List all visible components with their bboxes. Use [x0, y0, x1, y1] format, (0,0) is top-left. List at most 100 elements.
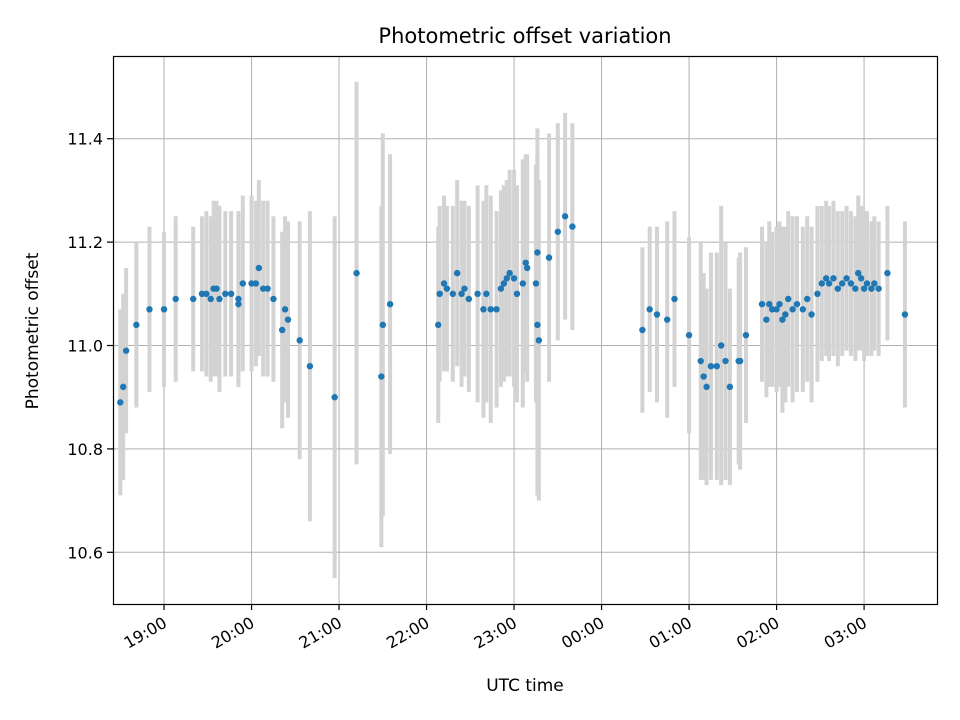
data-point	[545, 254, 553, 261]
data-point	[264, 285, 271, 292]
plot-frame	[112, 55, 939, 606]
data-point	[117, 399, 124, 406]
data-point	[281, 306, 289, 313]
data-point	[513, 290, 521, 298]
y-axis-ticks: 10.6 10.8 11.0 11.2 11.4	[67, 130, 113, 562]
data-point	[532, 280, 540, 287]
data-point	[120, 383, 127, 391]
data-point	[700, 373, 707, 380]
x-axis-label: UTC time	[486, 676, 564, 696]
data-point	[534, 249, 541, 256]
data-point	[863, 280, 871, 287]
data-point	[789, 306, 796, 313]
data-point	[278, 326, 286, 334]
data-point	[769, 306, 776, 313]
data-point	[839, 280, 846, 287]
data-point	[646, 306, 653, 313]
data-point	[901, 311, 909, 318]
data-point	[561, 213, 569, 220]
data-point	[868, 285, 875, 292]
data-point	[522, 259, 529, 266]
data-point	[742, 331, 750, 339]
data-point	[260, 285, 267, 292]
y-tick-label: 11.0	[67, 337, 103, 356]
data-point	[776, 300, 783, 308]
data-point	[663, 316, 671, 323]
data-point	[203, 290, 210, 298]
data-point	[483, 290, 490, 298]
data-point	[122, 347, 130, 354]
data-point	[834, 285, 842, 292]
data-point	[639, 326, 646, 334]
data-point	[487, 306, 494, 313]
data-point	[763, 316, 770, 323]
data-point	[793, 300, 801, 308]
data-point	[703, 383, 710, 391]
data-point	[222, 290, 229, 298]
data-point	[497, 285, 505, 292]
data-point	[808, 311, 815, 318]
data-point	[847, 280, 855, 287]
data-point	[331, 394, 338, 401]
data-point	[503, 275, 510, 282]
data-point	[804, 295, 811, 303]
data-point	[190, 295, 197, 303]
data-point	[726, 383, 734, 391]
y-tick-label: 11.4	[67, 130, 103, 149]
data-point	[535, 337, 543, 344]
data-point	[227, 290, 235, 298]
data-point	[523, 264, 531, 272]
data-point	[506, 269, 513, 277]
data-point	[534, 321, 541, 329]
data-point	[713, 362, 720, 370]
data-point	[378, 373, 385, 380]
y-tick-label: 10.6	[67, 543, 103, 562]
data-point	[671, 295, 678, 303]
data-point	[216, 295, 223, 303]
data-point	[443, 285, 451, 292]
data-point	[306, 362, 314, 370]
y-tick-label: 11.2	[67, 233, 103, 252]
data-point	[296, 337, 303, 344]
data-point	[855, 269, 862, 277]
data-point	[284, 316, 292, 323]
data-point	[871, 280, 878, 287]
data-point	[697, 357, 704, 365]
data-point	[493, 306, 500, 313]
y-axis-label: Photometric offset	[23, 252, 43, 409]
data-point	[569, 223, 576, 230]
data-point	[480, 306, 487, 313]
data-point	[825, 280, 833, 287]
data-point	[465, 295, 473, 303]
data-point	[814, 290, 821, 298]
data-point	[554, 228, 562, 235]
data-point	[248, 280, 255, 287]
data-point	[239, 280, 246, 287]
data-point	[235, 295, 242, 303]
data-point	[252, 280, 260, 287]
data-point	[436, 290, 443, 298]
data-point	[386, 300, 394, 308]
data-point	[707, 362, 715, 370]
data-point	[435, 321, 442, 329]
data-point	[133, 321, 140, 329]
data-point	[207, 295, 214, 303]
data-point	[160, 306, 168, 313]
data-point	[860, 285, 868, 292]
data-point	[453, 269, 461, 277]
data-point	[736, 357, 744, 365]
data-point	[353, 269, 360, 277]
data-point	[852, 285, 859, 292]
data-point	[822, 275, 830, 282]
data-point	[766, 300, 773, 308]
data-point	[773, 306, 780, 313]
y-tick-label: 10.8	[67, 440, 103, 459]
data-point	[722, 357, 729, 365]
data-point	[685, 331, 693, 339]
data-point	[785, 295, 792, 303]
data-points	[117, 213, 909, 406]
data-point	[500, 280, 508, 287]
data-point	[255, 264, 263, 272]
